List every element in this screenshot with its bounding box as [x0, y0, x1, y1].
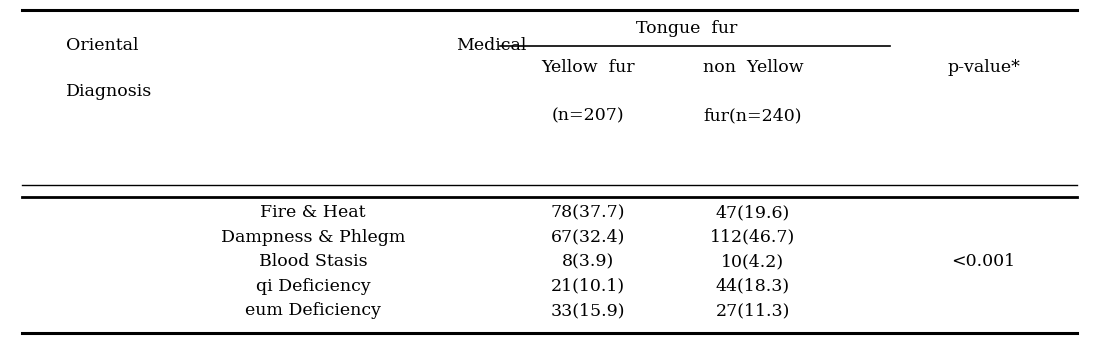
Text: <0.001: <0.001 [952, 253, 1015, 270]
Text: fur(n=240): fur(n=240) [703, 107, 802, 124]
Text: Blood Stasis: Blood Stasis [259, 253, 367, 270]
Text: Fire & Heat: Fire & Heat [260, 204, 366, 221]
Text: 47(19.6): 47(19.6) [715, 204, 790, 221]
Text: 44(18.3): 44(18.3) [715, 278, 790, 295]
Text: qi Deficiency: qi Deficiency [256, 278, 370, 295]
Text: 67(32.4): 67(32.4) [551, 229, 625, 246]
Text: Diagnosis: Diagnosis [66, 83, 152, 100]
Text: non  Yellow: non Yellow [702, 59, 803, 76]
Text: eum Deficiency: eum Deficiency [245, 302, 381, 319]
Text: 21(10.1): 21(10.1) [551, 278, 625, 295]
Text: 8(3.9): 8(3.9) [562, 253, 614, 270]
Text: Medical: Medical [456, 37, 526, 54]
Text: p-value*: p-value* [947, 59, 1020, 76]
Text: Dampness & Phlegm: Dampness & Phlegm [221, 229, 406, 246]
Text: (n=207): (n=207) [552, 107, 624, 124]
Text: Oriental: Oriental [66, 37, 138, 54]
Text: Tongue  fur: Tongue fur [636, 20, 737, 37]
Text: 27(11.3): 27(11.3) [715, 302, 790, 319]
Text: 33(15.9): 33(15.9) [551, 302, 625, 319]
Text: Yellow  fur: Yellow fur [541, 59, 635, 76]
Text: 112(46.7): 112(46.7) [710, 229, 796, 246]
Text: 10(4.2): 10(4.2) [721, 253, 785, 270]
Text: 78(37.7): 78(37.7) [551, 204, 625, 221]
